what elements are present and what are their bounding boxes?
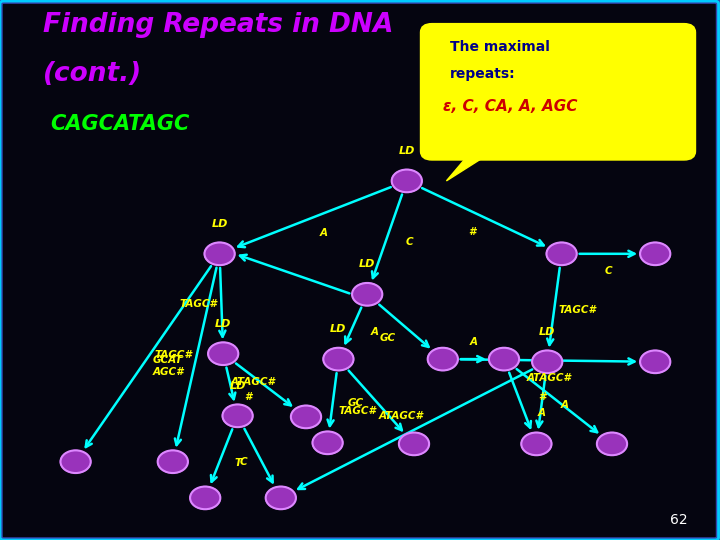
Text: A: A <box>469 337 477 347</box>
Text: A: A <box>537 408 545 418</box>
Circle shape <box>158 450 188 473</box>
FancyBboxPatch shape <box>421 24 695 159</box>
Circle shape <box>204 242 235 265</box>
Text: #: # <box>245 393 252 402</box>
Text: ε, C, CA, A, AGC: ε, C, CA, A, AGC <box>443 99 577 114</box>
Text: GCAT
AGC#: GCAT AGC# <box>153 355 184 376</box>
Text: (cont.): (cont.) <box>43 61 143 87</box>
Text: A: A <box>561 400 569 409</box>
Circle shape <box>190 487 220 509</box>
Text: ATAGC#: ATAGC# <box>379 410 423 421</box>
Text: ATAGC#: ATAGC# <box>526 373 571 383</box>
Text: LD: LD <box>399 146 415 156</box>
Circle shape <box>222 404 253 427</box>
Circle shape <box>392 170 422 192</box>
Text: T: T <box>234 458 241 468</box>
Circle shape <box>546 242 577 265</box>
Circle shape <box>532 350 562 373</box>
Text: TAGC#: TAGC# <box>559 305 596 314</box>
Text: TAGC#: TAGC# <box>338 406 376 416</box>
Circle shape <box>521 433 552 455</box>
Text: LD: LD <box>212 219 228 229</box>
Text: LD: LD <box>359 259 375 269</box>
Circle shape <box>60 450 91 473</box>
Text: Finding Repeats in DNA: Finding Repeats in DNA <box>43 12 394 38</box>
Circle shape <box>208 342 238 365</box>
Text: #: # <box>539 392 546 402</box>
Circle shape <box>291 406 321 428</box>
Text: The maximal: The maximal <box>450 40 550 55</box>
Circle shape <box>640 242 670 265</box>
Text: LD: LD <box>230 381 246 391</box>
Circle shape <box>640 350 670 373</box>
Text: C: C <box>240 457 247 467</box>
Text: GC: GC <box>379 333 396 343</box>
Circle shape <box>489 348 519 370</box>
Text: A: A <box>320 228 328 238</box>
Text: GC: GC <box>348 397 364 408</box>
Text: ATAGC#: ATAGC# <box>230 377 276 387</box>
Text: CAGCATAGC: CAGCATAGC <box>50 113 190 133</box>
Text: TAGC#: TAGC# <box>179 299 217 309</box>
Text: C: C <box>405 237 413 247</box>
Circle shape <box>312 431 343 454</box>
Text: A: A <box>371 327 379 337</box>
Circle shape <box>399 433 429 455</box>
Text: LD: LD <box>539 327 555 337</box>
Text: TAGC#: TAGC# <box>155 350 192 360</box>
Polygon shape <box>446 151 493 181</box>
Text: LD: LD <box>330 324 346 334</box>
Text: #: # <box>468 227 476 237</box>
Text: C: C <box>605 266 612 276</box>
Text: repeats:: repeats: <box>450 68 516 82</box>
Circle shape <box>352 283 382 306</box>
Text: LD: LD <box>215 319 231 329</box>
Circle shape <box>597 433 627 455</box>
Text: 62: 62 <box>670 513 687 527</box>
Circle shape <box>266 487 296 509</box>
Circle shape <box>323 348 354 370</box>
Circle shape <box>428 348 458 370</box>
